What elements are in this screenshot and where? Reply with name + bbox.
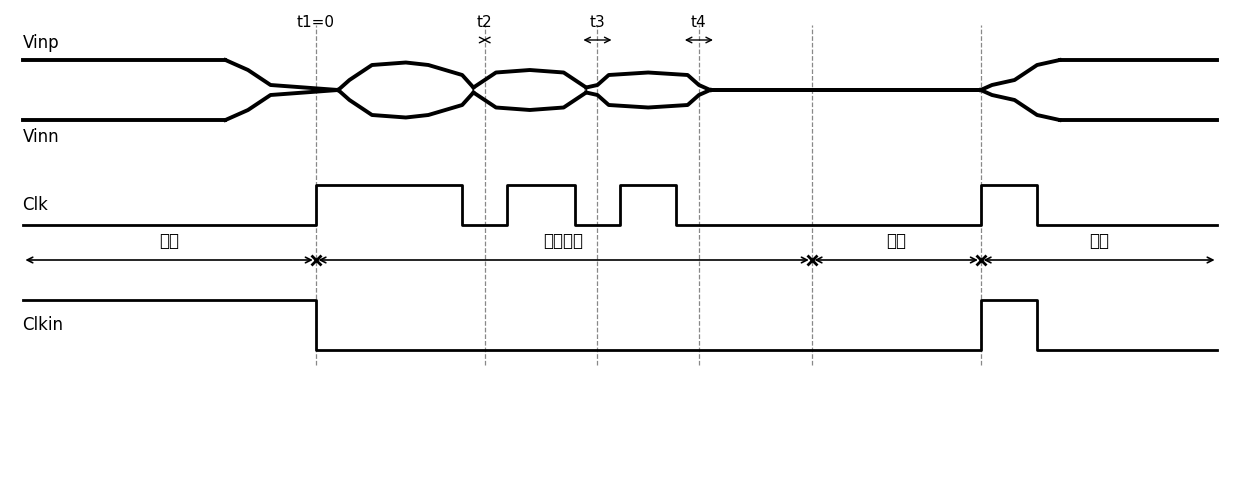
Text: t1=0: t1=0 [296,15,335,30]
Text: 逐次逐近: 逐次逐近 [543,232,584,250]
Text: Vinn: Vinn [22,128,60,146]
Text: t2: t2 [477,15,492,30]
Text: Vinp: Vinp [22,34,60,52]
Text: t3: t3 [589,15,605,30]
Text: 采样: 采样 [1089,232,1109,250]
Text: t4: t4 [691,15,707,30]
Text: Clkin: Clkin [22,316,63,334]
Text: Clk: Clk [22,196,48,214]
Text: 等待: 等待 [887,232,906,250]
Text: 采样: 采样 [159,232,179,250]
